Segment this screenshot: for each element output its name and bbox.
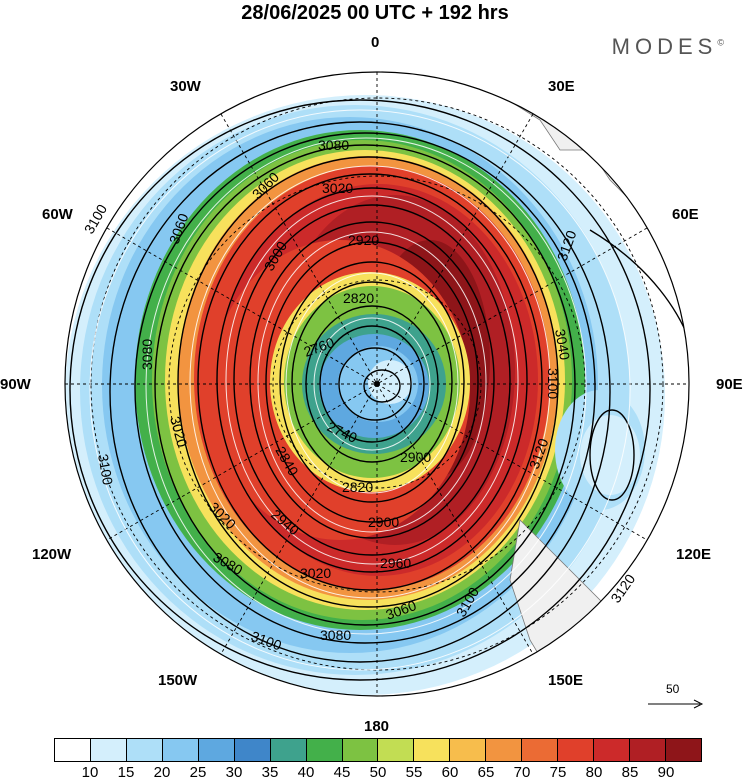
colorbar-tick-label: 30 [225,764,243,781]
lon-label-180: 180 [364,718,390,735]
colorbar-tick-label: 15 [117,764,135,781]
contour-label: 2960 [380,555,411,571]
colorbar-swatch [594,739,630,761]
contour-value-labels: 3100 3080 3060 3060 3020 3000 2920 2820 … [81,137,639,654]
colorbar-tick-label: 45 [333,764,351,781]
colorbar-swatch [270,739,307,761]
lon-label-90w: 90W [0,376,31,393]
colorbar-swatch [450,739,487,761]
wind-vector-reference: 50 [646,682,706,712]
contour-label: 2820 [342,479,373,495]
lon-label-30e: 30E [548,78,575,95]
colorbar-swatch [342,739,379,761]
contour-label: 3100 [95,453,116,487]
colorbar-swatch [486,739,523,761]
lon-label-60w: 60W [42,206,73,223]
colorbar-swatch [558,739,595,761]
colorbar-tick-label: 20 [153,764,171,781]
colorbar-tick-label: 85 [621,764,639,781]
lon-label-150w: 150W [158,672,198,689]
lon-label-120e: 120E [676,546,712,563]
colorbar-tick-label: 55 [405,764,423,781]
map-title: 28/06/2025 00 UTC + 192 hrs [241,2,509,24]
wind-streamlines [89,109,631,671]
colorbar-swatch [414,739,451,761]
colorbar-tick-label: 40 [297,764,315,781]
colorbar-swatch [378,739,415,761]
colorbar-labels: 10 15 20 25 30 35 40 45 50 55 60 65 70 75 80 85 90 [54,764,702,782]
colorbar-tick-label: 25 [189,764,207,781]
colorbar-tick-label: 10 [81,764,99,781]
geopotential-contours [69,99,689,681]
contour-label: 2820 [343,290,374,306]
lon-label-60e: 60E [672,206,699,223]
colorbar-tick-label: 90 [657,764,675,781]
colorbar-tick-label: 50 [369,764,387,781]
lon-label-30w: 30W [170,78,201,95]
colorbar-swatch [126,739,163,761]
colorbar-swatch [234,739,271,761]
lon-label-0: 0 [371,34,380,51]
modes-logo: MODES© [612,34,724,60]
contour-label: 3020 [322,180,353,196]
lon-label-120w: 120W [32,546,72,563]
contour-label: 3040 [552,328,573,362]
colorbar-swatch [522,739,559,761]
contour-label: 3020 [167,415,191,449]
lon-label-150e: 150E [548,672,584,689]
south-pole-marker [374,381,380,387]
contour-label: 3020 [300,565,331,581]
colorbar-tick-label: 70 [513,764,531,781]
contour-label: 3080 [318,137,349,153]
colorbar-tick-label: 65 [477,764,495,781]
lon-label-90e: 90E [716,376,743,393]
contour-label: 2900 [400,449,431,465]
colorbar-swatch [306,739,343,761]
colorbar-tick-label: 35 [261,764,279,781]
copyright-mark: © [717,37,724,48]
wind-speed-colorbar [54,738,702,762]
contour-label: 3080 [320,627,351,643]
colorbar-tick-label: 60 [441,764,459,781]
colorbar-swatch [162,739,199,761]
colorbar-swatch [90,739,127,761]
map-boundary [64,71,690,697]
colorbar-swatch [198,739,235,761]
colorbar-tick-label: 75 [549,764,567,781]
colorbar-swatch [55,739,91,761]
wind-reference-label: 50 [666,682,680,696]
arrow-right-icon [648,699,704,709]
contour-label: 2900 [368,514,399,530]
brand-text: MODES [611,34,718,59]
contour-label: 2920 [348,232,379,248]
colorbar-tick-label: 80 [585,764,603,781]
contour-label: 3080 [139,339,155,370]
colorbar-swatch [630,739,666,761]
colorbar-swatch [665,739,701,761]
contour-label: 3100 [545,368,561,399]
